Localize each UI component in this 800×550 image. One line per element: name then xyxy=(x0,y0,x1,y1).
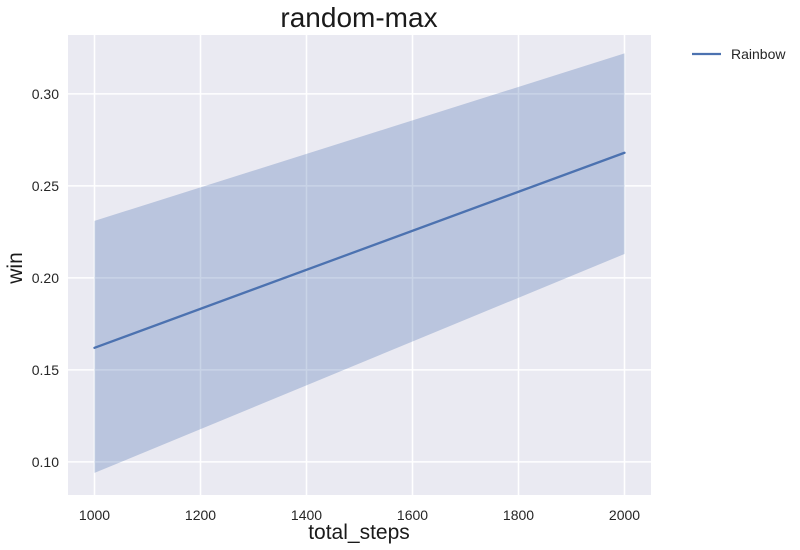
x-ticks: 1000 1200 1400 1600 1800 2000 xyxy=(79,507,640,523)
x-tick-label: 1800 xyxy=(503,507,534,523)
x-tick-label: 2000 xyxy=(609,507,640,523)
legend-label: Rainbow xyxy=(731,46,786,62)
series-line xyxy=(93,151,626,349)
y-tick-label: 0.30 xyxy=(32,86,59,102)
grid xyxy=(68,35,651,495)
x-tick-label: 1000 xyxy=(79,507,110,523)
y-axis-label: win xyxy=(4,252,27,285)
x-axis-label: total_steps xyxy=(308,521,410,544)
y-ticks: 0.10 0.15 0.20 0.25 0.30 xyxy=(32,86,59,470)
series-lines xyxy=(93,151,626,349)
x-tick-label: 1200 xyxy=(185,507,216,523)
legend[interactable]: Rainbow xyxy=(692,46,786,62)
x-tick-label: 1600 xyxy=(397,507,428,523)
y-tick-label: 0.20 xyxy=(32,270,59,286)
chart-title: random-max xyxy=(280,2,437,33)
confidence-bands xyxy=(94,53,625,473)
y-tick-label: 0.15 xyxy=(32,362,59,378)
x-tick-label: 1400 xyxy=(291,507,322,523)
y-tick-label: 0.25 xyxy=(32,178,59,194)
confidence-band xyxy=(94,53,625,473)
y-tick-label: 0.10 xyxy=(32,454,59,470)
plot-background xyxy=(68,35,651,495)
